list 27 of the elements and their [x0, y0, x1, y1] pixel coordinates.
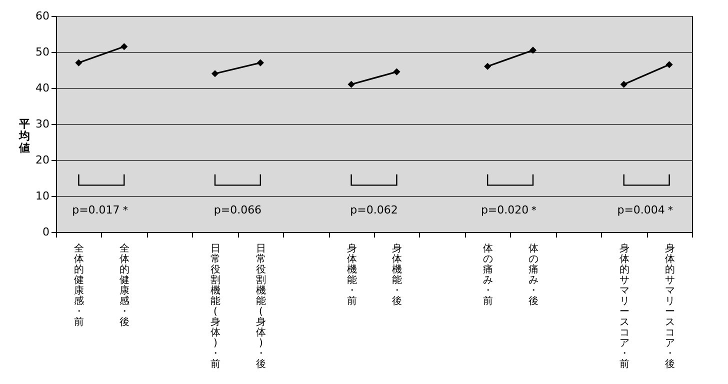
- y-tick-label: 50: [36, 46, 50, 58]
- annotation: p=0.017＊: [72, 203, 131, 216]
- point: [120, 43, 128, 50]
- x-tick-label: 体の痛み・後: [528, 242, 538, 307]
- y-tick-label: 60: [36, 10, 50, 22]
- point: [75, 59, 82, 66]
- annotation: p=0.062: [350, 203, 398, 216]
- y-axis-title: 平均値: [18, 118, 30, 154]
- annotation: p=0.004＊: [617, 203, 676, 216]
- x-tick-label: 身体機能・前: [346, 242, 357, 307]
- x-tick-label: 全体的健康感・前: [74, 242, 84, 328]
- x-tick-label: 身体機能・後: [392, 242, 402, 307]
- y-tick-label: 20: [36, 154, 50, 166]
- point: [620, 80, 628, 88]
- category-label: 身体的サマリースコア・前: [619, 244, 630, 370]
- y-tick-label: 30: [36, 118, 50, 130]
- x-tick-label: 全体的健康感・後: [120, 242, 130, 328]
- y-tick-label: 10: [36, 190, 50, 202]
- category-label: 日常役割機能(身体)・後: [256, 244, 266, 370]
- x-tick-label: 体の痛み・前: [483, 242, 494, 307]
- annotation: p=0.020＊: [480, 203, 540, 216]
- point: [666, 61, 673, 68]
- annotation: p=0.066: [214, 203, 262, 216]
- category-label: 身体的サマリースコア・後: [664, 244, 675, 370]
- y-tick-label: 40: [36, 82, 50, 94]
- category-label: 日常役割機能(身体)・前: [210, 244, 220, 370]
- y-tick-label: 0: [42, 226, 50, 238]
